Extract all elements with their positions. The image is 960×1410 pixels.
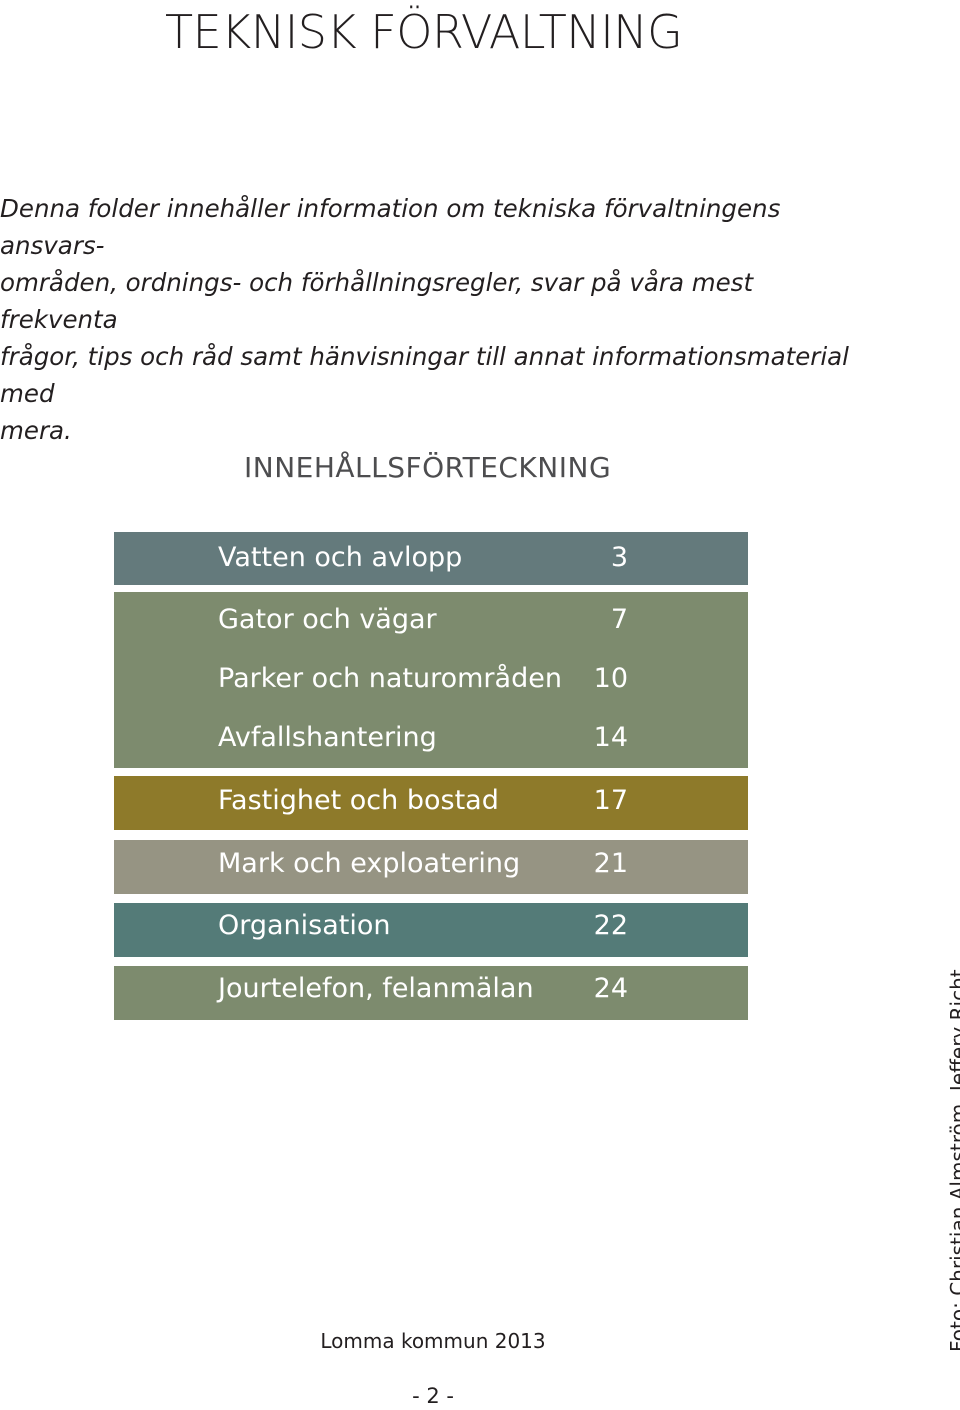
toc-entry-label: Mark och exploatering xyxy=(218,848,521,879)
toc-block-organisation: Organisation 22 xyxy=(114,903,748,957)
toc-entry-page: 10 xyxy=(593,663,628,694)
toc-entry-label: Fastighet och bostad xyxy=(218,785,499,816)
toc-entry[interactable]: Mark och exploatering 21 xyxy=(218,844,648,884)
toc-entry[interactable]: Gator och vägar 7 xyxy=(218,600,648,640)
toc-entry-page: 17 xyxy=(593,785,628,816)
toc-entry-label: Jourtelefon, felanmälan xyxy=(218,973,534,1004)
photo-credit: Foto: Christian Almström, Jeffery Richt xyxy=(946,969,960,1352)
toc-entry[interactable]: Parker och naturområden 10 xyxy=(218,659,648,699)
toc-entry-page: 3 xyxy=(610,542,628,573)
intro-line: Denna folder innehåller information om t… xyxy=(0,194,781,260)
intro-line: områden, ordnings- och förhållningsregle… xyxy=(0,268,754,334)
toc-entry[interactable]: Avfallshantering 14 xyxy=(218,718,648,758)
toc-entry-label: Parker och naturområden xyxy=(218,663,562,694)
footer-organization: Lomma kommun 2013 xyxy=(320,1329,546,1353)
toc-entry-page: 24 xyxy=(593,973,628,1004)
toc-entry[interactable]: Fastighet och bostad 17 xyxy=(218,781,648,821)
toc-entry-page: 7 xyxy=(610,604,628,635)
toc-block-water: Vatten och avlopp 3 xyxy=(114,532,748,585)
toc-entry-label: Gator och vägar xyxy=(218,604,437,635)
toc-entry[interactable]: Vatten och avlopp 3 xyxy=(218,538,648,578)
toc-block-property: Fastighet och bostad 17 xyxy=(114,776,748,830)
toc-entry[interactable]: Jourtelefon, felanmälan 24 xyxy=(218,969,648,1009)
toc-entry-label: Avfallshantering xyxy=(218,722,437,753)
toc-entry-page: 21 xyxy=(593,848,628,879)
page-title: TEKNISK FÖRVALTNING xyxy=(165,5,683,59)
intro-paragraph: Denna folder innehåller information om t… xyxy=(0,190,855,449)
intro-line: mera. xyxy=(0,416,72,445)
toc-entry-page: 14 xyxy=(593,722,628,753)
toc-block-hotline: Jourtelefon, felanmälan 24 xyxy=(114,966,748,1020)
intro-line: frågor, tips och råd samt hänvisningar t… xyxy=(0,342,849,408)
toc-entry-label: Organisation xyxy=(218,910,391,941)
toc-block-land: Mark och exploatering 21 xyxy=(114,840,748,894)
toc-entry[interactable]: Organisation 22 xyxy=(218,906,648,946)
toc-block-streets-parks-waste: Gator och vägar 7 Parker och naturområde… xyxy=(114,592,748,768)
toc-entry-label: Vatten och avlopp xyxy=(218,542,463,573)
toc-heading: INNEHÅLLSFÖRTECKNING xyxy=(244,451,612,484)
toc-entry-page: 22 xyxy=(593,910,628,941)
page-number: - 2 - xyxy=(412,1384,454,1408)
